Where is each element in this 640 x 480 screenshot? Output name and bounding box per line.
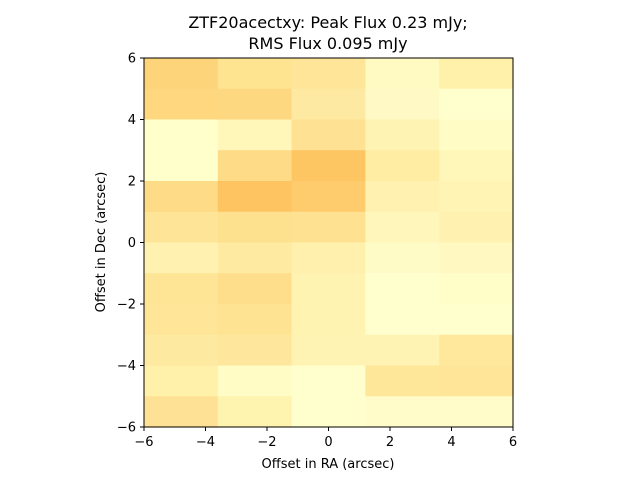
heatmap-cell	[217, 365, 293, 397]
heatmap-cell	[144, 211, 219, 244]
heatmap-cell	[291, 334, 366, 367]
x-tick-label: 6	[509, 435, 517, 450]
heatmap-cell	[144, 58, 219, 90]
heatmap-cell	[439, 119, 514, 151]
heatmap-cell	[439, 211, 514, 244]
heatmap-cell	[365, 119, 440, 151]
heatmap-cell	[365, 396, 440, 428]
heatmap-cell	[217, 211, 293, 244]
heatmap-cell	[217, 334, 293, 367]
y-tick-label: 2	[128, 175, 136, 190]
heatmap-cell	[365, 365, 440, 397]
heatmap-cell	[439, 365, 514, 397]
heatmap-cell	[144, 304, 219, 336]
heatmap-cell	[217, 88, 293, 121]
heatmap-cell	[291, 273, 366, 305]
heatmap-cell	[217, 181, 293, 213]
y-tick-label: 6	[128, 52, 136, 67]
y-axis-label: Offset in Dec (arcsec)	[94, 172, 109, 313]
heatmap-cell	[439, 334, 514, 367]
x-tick-label: 0	[324, 435, 332, 450]
heatmap-cell	[439, 396, 514, 428]
x-tick-label: 4	[447, 435, 455, 450]
heatmap-cell	[217, 273, 293, 305]
heatmap-cell	[439, 58, 514, 90]
heatmap-cell	[144, 334, 219, 367]
heatmap-cell	[217, 396, 293, 428]
heatmap-cell	[291, 365, 366, 397]
heatmap-cell	[365, 211, 440, 244]
heatmap-cell	[291, 396, 366, 428]
heatmap-cells	[144, 58, 514, 428]
heatmap-cell	[365, 88, 440, 121]
heatmap-cell	[439, 88, 514, 121]
heatmap-cell	[291, 58, 366, 90]
heatmap-cell	[144, 365, 219, 397]
heatmap-cell	[365, 181, 440, 213]
x-tick-label: 2	[386, 435, 394, 450]
heatmap-cell	[365, 304, 440, 336]
heatmap-cell	[365, 334, 440, 367]
y-axis-ticks: −6 −4 −2 0 2 4 6	[117, 52, 144, 436]
x-tick-label: −2	[257, 435, 276, 450]
heatmap-cell	[144, 119, 219, 151]
heatmap-cell	[365, 150, 440, 182]
heatmap-cell	[217, 119, 293, 151]
heatmap-cell	[291, 181, 366, 213]
heatmap-cell	[144, 150, 219, 182]
heatmap-cell	[144, 242, 219, 274]
heatmap-cell	[439, 181, 514, 213]
x-tick-label: −6	[134, 435, 153, 450]
heatmap-cell	[291, 211, 366, 244]
x-axis-label: Offset in RA (arcsec)	[262, 457, 395, 472]
heatmap-cell	[144, 273, 219, 305]
y-tick-label: 4	[128, 113, 136, 128]
heatmap-cell	[291, 304, 366, 336]
heatmap-cell	[439, 273, 514, 305]
heatmap-cell	[217, 150, 293, 182]
heatmap-cell	[439, 304, 514, 336]
heatmap-cell	[291, 119, 366, 151]
y-tick-label: 0	[128, 236, 136, 251]
heatmap-cell	[365, 58, 440, 90]
y-tick-label: −2	[117, 298, 136, 313]
heatmap-cell	[144, 396, 219, 428]
y-tick-label: −6	[117, 421, 136, 436]
heatmap-cell	[291, 150, 366, 182]
heatmap-cell	[217, 58, 293, 90]
x-tick-label: −4	[196, 435, 215, 450]
heatmap-cell	[291, 242, 366, 274]
heatmap-cell	[217, 242, 293, 274]
heatmap-cell	[365, 273, 440, 305]
heatmap-cell	[144, 88, 219, 121]
heatmap-cell	[439, 150, 514, 182]
chart-title-line-1: ZTF20acectxy: Peak Flux 0.23 mJy;	[188, 13, 467, 32]
heatmap-cell	[217, 304, 293, 336]
heatmap-cell	[291, 88, 366, 121]
heatmap-cell	[365, 242, 440, 274]
chart-title-line-2: RMS Flux 0.095 mJy	[248, 34, 407, 53]
heatmap-cell	[439, 242, 514, 274]
x-axis-ticks: −6 −4 −2 0 2 4 6	[134, 427, 517, 450]
y-tick-label: −4	[117, 359, 136, 374]
heatmap-cell	[144, 181, 219, 213]
